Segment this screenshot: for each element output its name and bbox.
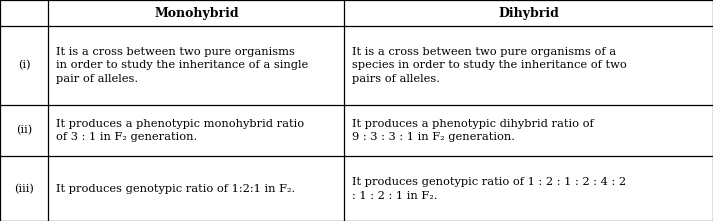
Text: It produces a phenotypic monohybrid ratio
of 3 : 1 in F₂ generation.: It produces a phenotypic monohybrid rati… xyxy=(56,119,304,142)
Text: (ii): (ii) xyxy=(16,125,32,136)
Text: Dihybrid: Dihybrid xyxy=(498,7,559,19)
Text: It produces a phenotypic dihybrid ratio of
9 : 3 : 3 : 1 in F₂ generation.: It produces a phenotypic dihybrid ratio … xyxy=(352,119,593,142)
Text: It produces genotypic ratio of 1:2:1 in F₂.: It produces genotypic ratio of 1:2:1 in … xyxy=(56,184,295,194)
Text: (i): (i) xyxy=(18,60,31,70)
Text: It produces genotypic ratio of 1 : 2 : 1 : 2 : 4 : 2
: 1 : 2 : 1 in F₂.: It produces genotypic ratio of 1 : 2 : 1… xyxy=(352,177,625,200)
Text: It is a cross between two pure organisms
in order to study the inheritance of a : It is a cross between two pure organisms… xyxy=(56,47,308,84)
Text: Monohybrid: Monohybrid xyxy=(154,7,239,19)
Text: It is a cross between two pure organisms of a
species in order to study the inhe: It is a cross between two pure organisms… xyxy=(352,47,626,84)
Text: (iii): (iii) xyxy=(14,184,34,194)
